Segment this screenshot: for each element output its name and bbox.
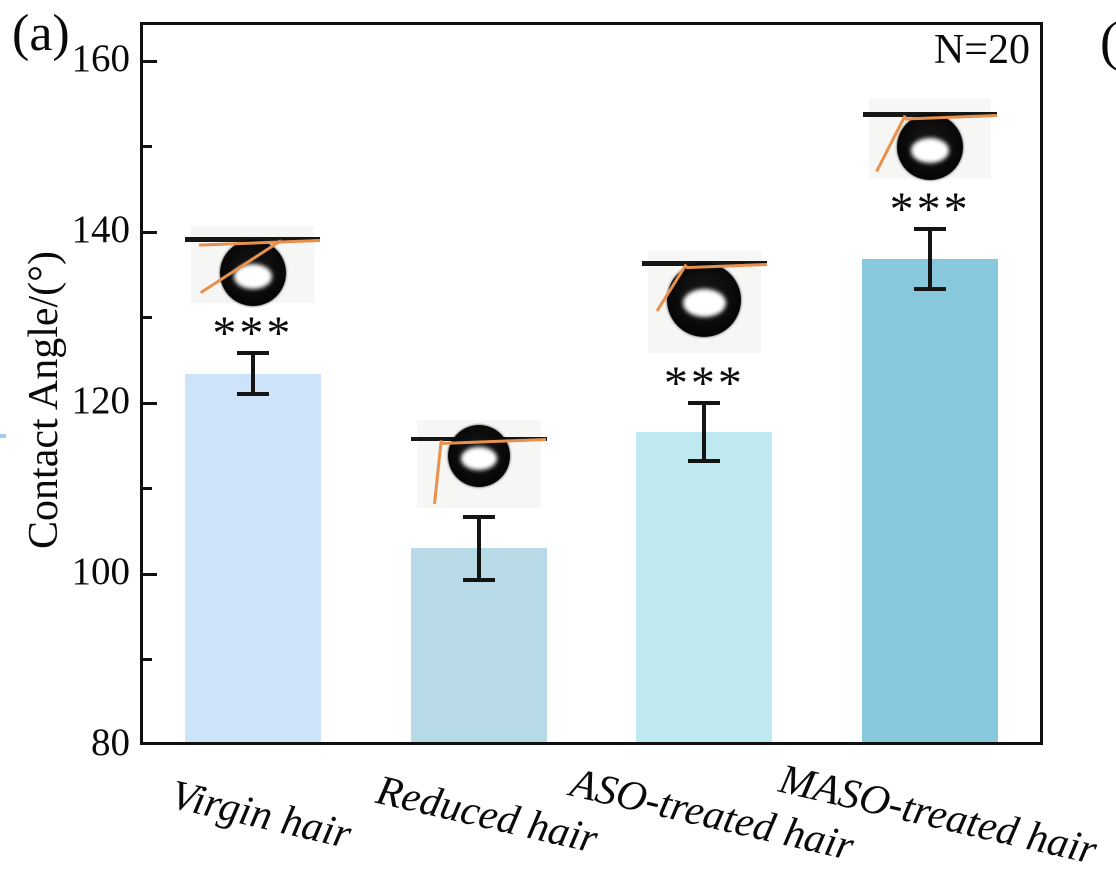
error-bar-maso-treated-hair [928, 229, 933, 290]
error-bar-cap-bottom-virgin-hair [236, 392, 269, 397]
bar-maso-treated-hair [862, 259, 999, 742]
panel-label: (a) [12, 5, 70, 62]
droplet-photo-aso-treated-hair [641, 251, 767, 353]
x-tick-label-virgin-hair: Virgin hair [166, 771, 356, 859]
significance-stars-maso-treated-hair: *** [889, 183, 971, 237]
error-bar-cap-top-aso-treated-hair [688, 401, 721, 405]
error-bar-cap-top-reduced-hair [462, 514, 495, 519]
y-minor-tick-90 [143, 658, 152, 661]
droplet-maso-treated-hair [897, 114, 964, 181]
y-tick-label-140: 140 [71, 208, 131, 251]
y-major-tick-160 [143, 59, 157, 63]
droplet-highlight-aso-treated-hair [682, 288, 726, 317]
droplet-highlight-reduced-hair [460, 446, 497, 471]
error-bar-cap-bottom-aso-treated-hair [688, 459, 721, 464]
adjacent-panel-fragment: ( [1100, 10, 1116, 72]
droplet-aso-treated-hair [667, 263, 742, 337]
y-axis-title: Contact Angle/(°) [21, 251, 67, 549]
x-tick-label-reduced-hair: Reduced hair [371, 767, 602, 863]
error-bar-cap-bottom-maso-treated-hair [914, 287, 947, 292]
error-bar-cap-bottom-reduced-hair [462, 577, 495, 582]
droplet-highlight-maso-treated-hair [910, 137, 950, 163]
droplet-reduced-hair [447, 424, 510, 487]
plot-area-border [140, 22, 1043, 745]
error-bar-reduced-hair [476, 516, 481, 580]
significance-stars-virgin-hair: *** [212, 307, 294, 361]
significance-stars-aso-treated-hair: *** [663, 357, 745, 410]
y-major-tick-100 [143, 572, 157, 576]
left-edge-fragment [0, 434, 6, 438]
tangent-line-reduced-hair [433, 439, 443, 504]
y-major-tick-140 [143, 230, 157, 234]
y-tick-label-120: 120 [71, 379, 131, 422]
y-major-tick-120 [143, 401, 157, 405]
y-minor-tick-150 [143, 145, 152, 148]
droplet-baseline-virgin-hair [185, 237, 321, 242]
droplet-photo-maso-treated-hair [863, 99, 998, 181]
y-tick-label-160: 160 [71, 37, 131, 80]
droplet-photo-virgin-hair [185, 226, 321, 307]
bar-virgin-hair [184, 373, 321, 742]
error-bar-virgin-hair [250, 353, 255, 395]
error-bar-aso-treated-hair [702, 403, 707, 462]
y-minor-tick-130 [143, 316, 152, 319]
droplet-photo-reduced-hair [410, 419, 547, 508]
bar-aso-treated-hair [636, 432, 773, 742]
error-bar-cap-top-maso-treated-hair [914, 227, 947, 232]
error-bar-cap-top-virgin-hair [236, 351, 269, 356]
y-minor-tick-110 [143, 487, 152, 490]
sample-size-label: N=20 [933, 27, 1030, 73]
y-tick-label-80: 80 [91, 721, 130, 764]
y-tick-label-100: 100 [71, 550, 131, 593]
